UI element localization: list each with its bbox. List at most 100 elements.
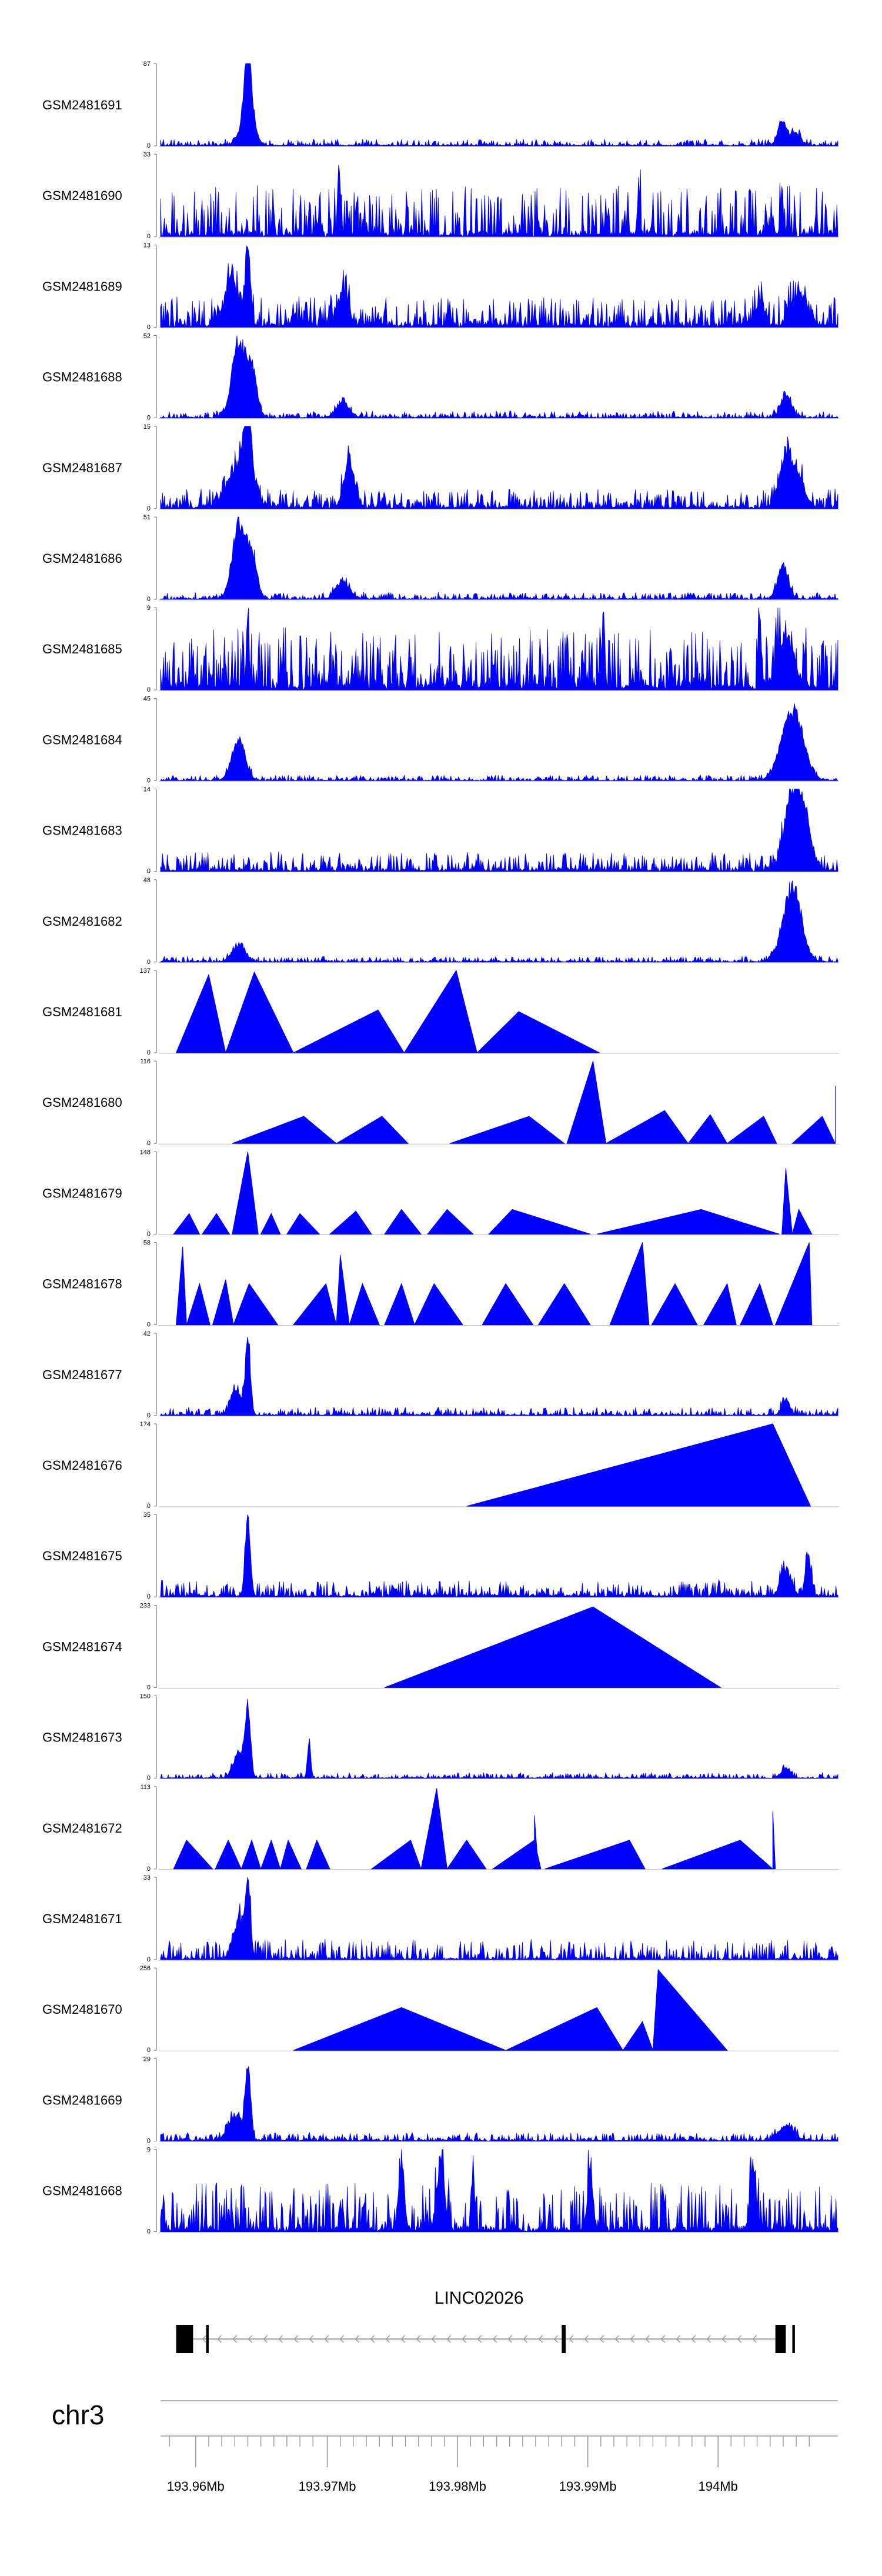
strand-chevron: [232, 2335, 238, 2343]
track-label: GSM2481679: [42, 1186, 122, 1200]
strand-chevron: [538, 2335, 543, 2343]
signal-triangle: [186, 1282, 211, 1326]
signal-triangle: [449, 1116, 566, 1144]
signal-area: [160, 1337, 838, 1416]
signal-triangle: [173, 1839, 213, 1870]
signal-triangle: [414, 1283, 463, 1326]
gene-exon: [775, 2325, 786, 2353]
y-tick-label-min: 0: [147, 323, 151, 331]
x-tick-label: 193.98Mb: [429, 2479, 486, 2494]
signal-triangle: [544, 1840, 646, 1870]
gene-exon: [562, 2325, 566, 2353]
signal-area: [160, 335, 838, 419]
y-tick-label-max: 51: [143, 514, 151, 521]
y-tick-label-min: 0: [147, 1684, 151, 1691]
strand-chevron: [569, 2335, 574, 2343]
y-tick-label-min: 0: [147, 1775, 151, 1782]
signal-triangle: [687, 1114, 728, 1144]
strand-chevron: [691, 2335, 696, 2343]
strand-chevron: [706, 2335, 711, 2343]
signal-triangle: [772, 1811, 776, 1870]
signal-triangle: [492, 1839, 542, 1870]
y-tick-label-min: 0: [147, 505, 151, 512]
track-label: GSM2481673: [42, 1730, 122, 1745]
signal-area: [160, 245, 838, 328]
signal-triangle: [597, 1209, 780, 1234]
y-tick-label-max: 137: [140, 967, 151, 975]
signal-triangle: [173, 1213, 201, 1234]
signal-area: [160, 1877, 838, 1961]
gene-track: LINC02026: [176, 2288, 795, 2353]
y-tick-label-max: 33: [143, 151, 151, 158]
strand-chevron: [737, 2335, 742, 2343]
strand-chevron: [309, 2335, 314, 2343]
y-tick-label-max: 256: [140, 1965, 151, 1972]
y-tick-label-max: 35: [143, 1511, 151, 1519]
y-tick-label-min: 0: [147, 1230, 151, 1237]
signal-triangle: [349, 1283, 380, 1326]
y-tick-label-min: 0: [147, 959, 151, 966]
signal-area: [160, 1514, 838, 1598]
strand-chevron: [355, 2335, 360, 2343]
signal-area: [160, 426, 838, 510]
track-label: GSM2481669: [42, 2093, 122, 2107]
track-gsm2481673: GSM2481673 150 0: [42, 1693, 839, 1782]
signal-triangle: [772, 1423, 811, 1507]
signal-area: [160, 63, 838, 147]
signal-triangle: [534, 1815, 539, 1870]
strand-chevron: [324, 2335, 329, 2343]
strand-chevron: [202, 2335, 207, 2343]
y-tick-label-max: 87: [143, 61, 151, 68]
y-tick-label-max: 58: [143, 1240, 151, 1247]
track-gsm2481678: GSM2481678 58 0: [42, 1240, 839, 1329]
signal-triangle: [336, 1254, 350, 1326]
strand-chevron: [370, 2335, 375, 2343]
signal-triangle: [225, 971, 294, 1053]
signal-triangle: [384, 1209, 422, 1234]
signal-area: [160, 703, 838, 782]
y-tick-label-min: 0: [147, 777, 151, 784]
signal-triangle: [403, 969, 477, 1053]
track-label: GSM2481668: [42, 2184, 122, 2198]
track-label: GSM2481686: [42, 551, 122, 566]
track-label: GSM2481687: [42, 461, 122, 475]
track-label: GSM2481682: [42, 914, 122, 929]
track-gsm2481669: GSM2481669 29 0: [42, 2056, 839, 2144]
track-gsm2481682: GSM2481682 48 0: [42, 877, 839, 966]
y-tick-label-max: 150: [140, 1693, 151, 1700]
y-tick-label-max: 174: [140, 1421, 151, 1428]
strand-chevron: [416, 2335, 421, 2343]
x-tick-label: 193.99Mb: [559, 2479, 617, 2494]
track-gsm2481676: GSM2481676 174 0: [42, 1421, 839, 1510]
track-label: GSM2481674: [42, 1639, 122, 1654]
signal-triangle: [201, 1213, 230, 1234]
track-gsm2481680: GSM2481680 116 0: [42, 1058, 839, 1147]
y-tick-label-min: 0: [147, 1503, 151, 1510]
strand-chevron: [660, 2335, 666, 2343]
strand-chevron: [645, 2335, 650, 2343]
signal-triangle: [286, 1213, 320, 1234]
signal-triangle: [292, 1283, 337, 1326]
signal-area: [160, 880, 838, 963]
y-tick-label-max: 14: [143, 786, 151, 793]
signal-triangle: [427, 1209, 474, 1234]
track-label: GSM2481691: [42, 98, 122, 112]
y-tick-label-min: 0: [147, 1956, 151, 1963]
track-gsm2481686: GSM2481686 51 0: [42, 514, 839, 603]
track-label: GSM2481683: [42, 823, 122, 838]
signal-triangle: [566, 1061, 607, 1144]
track-label: GSM2481670: [42, 2002, 122, 2017]
y-tick-label-min: 0: [147, 868, 151, 875]
signal-triangle: [781, 1168, 793, 1234]
y-tick-label-max: 42: [143, 1330, 151, 1337]
track-label: GSM2481676: [42, 1458, 122, 1473]
y-tick-label-min: 0: [147, 1322, 151, 1329]
signal-triangle: [280, 1839, 302, 1870]
y-tick-label-min: 0: [147, 1593, 151, 1600]
track-label: GSM2481672: [42, 1821, 122, 1836]
signal-triangle: [176, 1246, 187, 1326]
signal-area: [160, 516, 838, 600]
strand-chevron: [278, 2335, 283, 2343]
strand-chevron: [477, 2335, 482, 2343]
